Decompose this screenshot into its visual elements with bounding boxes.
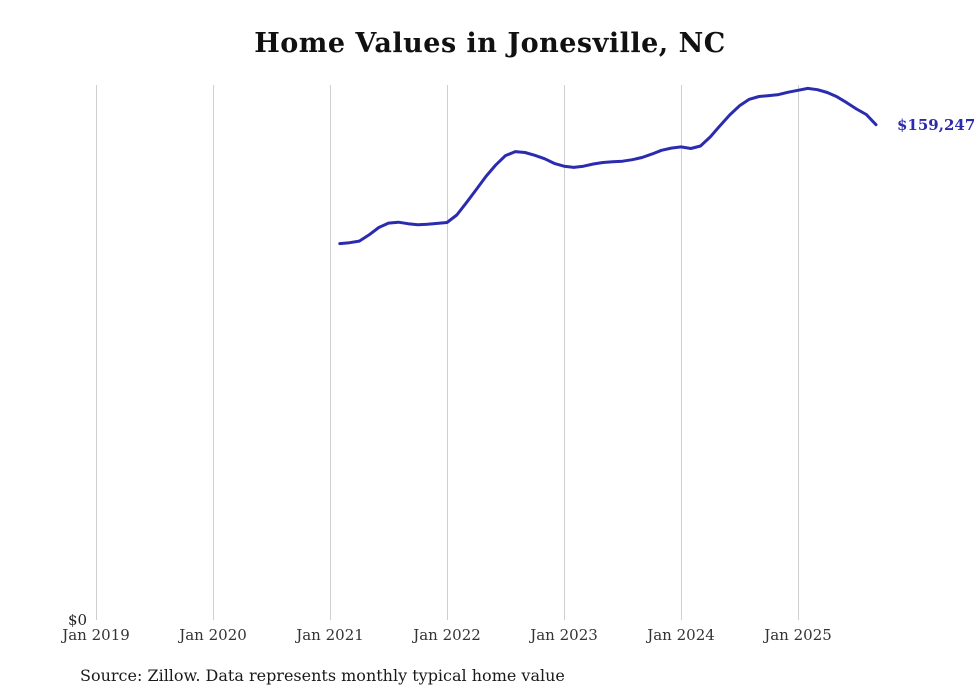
current-value-label: $159,247 <box>897 116 976 134</box>
x-tick-jan-2020: Jan 2020 <box>179 626 247 644</box>
chart-title: Home Values in Jonesville, NC <box>254 28 726 59</box>
x-tick-jan-2023: Jan 2023 <box>530 626 598 644</box>
year-gridline-2021 <box>330 85 331 620</box>
source-note: Source: Zillow. Data represents monthly … <box>80 666 565 685</box>
x-tick-jan-2022: Jan 2022 <box>413 626 481 644</box>
x-tick-jan-2021: Jan 2021 <box>296 626 364 644</box>
y-axis-zero-label: $0 <box>68 611 88 629</box>
year-gridline-2024 <box>681 85 682 620</box>
year-gridline-2019 <box>96 85 97 620</box>
x-tick-jan-2019: Jan 2019 <box>62 626 130 644</box>
year-gridline-2022 <box>447 85 448 620</box>
year-gridline-2025 <box>798 85 799 620</box>
home-value-line <box>338 86 878 246</box>
x-tick-jan-2025: Jan 2025 <box>764 626 832 644</box>
year-gridline-2023 <box>564 85 565 620</box>
year-gridline-2020 <box>213 85 214 620</box>
x-tick-jan-2024: Jan 2024 <box>647 626 715 644</box>
